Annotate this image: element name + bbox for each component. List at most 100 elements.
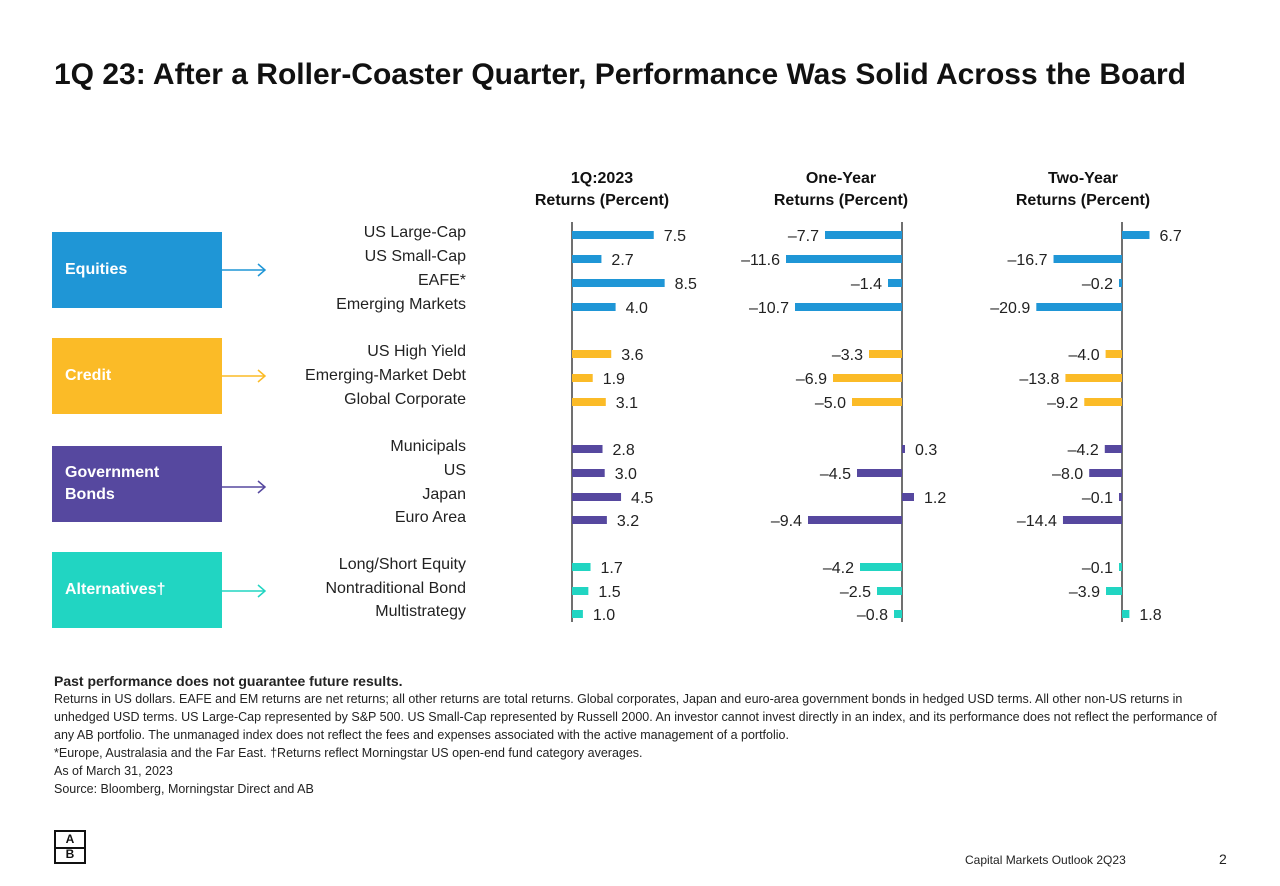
notes: Past performance does not guarantee futu… bbox=[54, 672, 1224, 798]
data-label: –6.9 bbox=[796, 371, 827, 388]
data-label: 1.7 bbox=[601, 560, 623, 577]
bar-multistrategy bbox=[894, 610, 902, 618]
row-label-nontraditional-bond: Nontraditional Bond bbox=[325, 580, 466, 597]
ab-logo: A B bbox=[54, 830, 86, 864]
data-label: 4.5 bbox=[631, 490, 653, 507]
bar-emerging-markets bbox=[795, 303, 902, 311]
bar-long-short-equity bbox=[1119, 563, 1122, 571]
data-label: 8.5 bbox=[675, 276, 697, 293]
row-label-global-corporate: Global Corporate bbox=[344, 391, 466, 408]
bar-us bbox=[1089, 469, 1122, 477]
group-box-equities: Equities bbox=[52, 232, 222, 308]
group-label: Government Bonds bbox=[65, 464, 160, 503]
data-label: 2.8 bbox=[613, 442, 635, 459]
data-label: –16.7 bbox=[1007, 252, 1047, 269]
bar-municipals bbox=[902, 445, 905, 453]
data-label: 6.7 bbox=[1159, 228, 1181, 245]
data-label: 1.8 bbox=[1139, 607, 1161, 624]
bar-emerging-market-debt bbox=[572, 374, 593, 382]
page-title: 1Q 23: After a Roller-Coaster Quarter, P… bbox=[54, 58, 1187, 91]
bar-euro-area bbox=[1062, 516, 1122, 524]
notes-as-of: As of March 31, 2023 bbox=[54, 764, 173, 778]
data-label: –3.3 bbox=[832, 347, 863, 364]
row-label-emerging-market-debt: Emerging-Market Debt bbox=[305, 367, 466, 384]
group-arrow-icon bbox=[222, 480, 267, 494]
group-box-credit: Credit bbox=[52, 338, 222, 414]
column-header-line2: Returns (Percent) bbox=[773, 192, 909, 209]
bar-us-high-yield bbox=[869, 350, 902, 358]
data-label: –9.2 bbox=[1047, 395, 1078, 412]
bar-long-short-equity bbox=[572, 563, 591, 571]
bar-long-short-equity bbox=[860, 563, 902, 571]
row-label-japan: Japan bbox=[422, 486, 466, 503]
row-label-long-short-equity: Long/Short Equity bbox=[338, 556, 466, 573]
data-label: –0.1 bbox=[1082, 560, 1113, 577]
bar-multistrategy bbox=[1122, 610, 1130, 618]
data-label: –2.5 bbox=[840, 584, 871, 601]
bar-multistrategy bbox=[572, 610, 583, 618]
row-label-eafe: EAFE* bbox=[417, 272, 466, 289]
notes-heading: Past performance does not guarantee futu… bbox=[54, 673, 403, 689]
column-header-1: 1Q:2023 Returns (Percent) bbox=[502, 168, 702, 212]
group-box-alternatives: Alternatives† bbox=[52, 552, 222, 628]
bar-eafe bbox=[572, 279, 665, 287]
bar-eafe bbox=[1119, 279, 1122, 287]
bar-us-small-cap bbox=[786, 255, 902, 263]
data-label: 2.7 bbox=[611, 252, 633, 269]
data-label: –8.0 bbox=[1052, 466, 1083, 483]
notes-source: Source: Bloomberg, Morningstar Direct an… bbox=[54, 782, 314, 796]
data-label: –7.7 bbox=[788, 228, 819, 245]
column-header-line1: Two-Year bbox=[1048, 170, 1118, 187]
group-arrow-icon bbox=[222, 584, 267, 598]
bar-japan bbox=[572, 493, 622, 501]
data-label: 1.5 bbox=[598, 584, 620, 601]
data-label: 1.9 bbox=[603, 371, 625, 388]
row-label-emerging-markets: Emerging Markets bbox=[336, 296, 466, 313]
group-arrow-icon bbox=[222, 263, 267, 277]
data-label: –0.1 bbox=[1082, 490, 1113, 507]
bar-eafe bbox=[888, 279, 902, 287]
bar-us-high-yield bbox=[1105, 350, 1122, 358]
bar-global-corporate bbox=[852, 398, 902, 406]
data-label: –5.0 bbox=[815, 395, 846, 412]
column-header-line1: 1Q:2023 bbox=[570, 170, 634, 187]
bar-global-corporate bbox=[1084, 398, 1122, 406]
bar-japan bbox=[1119, 493, 1122, 501]
returns-chart-svg: 7.5 2.7 8.5 4.0 3.6 1.9 3.1 2.8 3.0 4.5 3.2 1.7 1.5 1… bbox=[222, 222, 1182, 624]
data-label: –20.9 bbox=[990, 300, 1030, 317]
bar-nontraditional-bond bbox=[877, 587, 902, 595]
bar-nontraditional-bond bbox=[572, 587, 589, 595]
footer-title: Capital Markets Outlook 2Q23 bbox=[965, 853, 1126, 867]
bar-us bbox=[572, 469, 605, 477]
bar-euro-area bbox=[808, 516, 902, 524]
data-label: –0.2 bbox=[1082, 276, 1113, 293]
logo-bottom-letter: B bbox=[65, 847, 75, 861]
bar-municipals bbox=[1104, 445, 1122, 453]
bar-us-large-cap bbox=[1122, 231, 1150, 239]
data-label: 1.2 bbox=[924, 490, 946, 507]
data-label: –3.9 bbox=[1069, 584, 1100, 601]
data-label: 7.5 bbox=[664, 228, 686, 245]
row-label-municipals: Municipals bbox=[390, 438, 466, 455]
data-label: –11.6 bbox=[741, 252, 780, 269]
data-label: 1.0 bbox=[593, 607, 615, 624]
group-arrow-icon bbox=[222, 369, 267, 383]
data-label: –14.4 bbox=[1017, 513, 1057, 530]
data-label: –9.4 bbox=[771, 513, 802, 530]
data-label: 0.3 bbox=[915, 442, 937, 459]
data-label: 3.6 bbox=[621, 347, 643, 364]
bar-municipals bbox=[572, 445, 603, 453]
bar-nontraditional-bond bbox=[1106, 587, 1122, 595]
bar-japan bbox=[902, 493, 914, 501]
group-box-government-bonds: Government Bonds bbox=[52, 446, 222, 522]
row-label-us-large-cap: US Large-Cap bbox=[363, 224, 466, 241]
row-label-us-small-cap: US Small-Cap bbox=[364, 248, 466, 265]
bar-us-large-cap bbox=[572, 231, 654, 239]
page-number: 2 bbox=[1219, 851, 1227, 867]
row-label-us-high-yield: US High Yield bbox=[367, 343, 466, 360]
column-header-2: One-Year Returns (Percent) bbox=[741, 168, 941, 212]
data-label: –4.0 bbox=[1068, 347, 1099, 364]
bar-us bbox=[857, 469, 902, 477]
bar-emerging-market-debt bbox=[833, 374, 902, 382]
column-header-3: Two-Year Returns (Percent) bbox=[983, 168, 1183, 212]
